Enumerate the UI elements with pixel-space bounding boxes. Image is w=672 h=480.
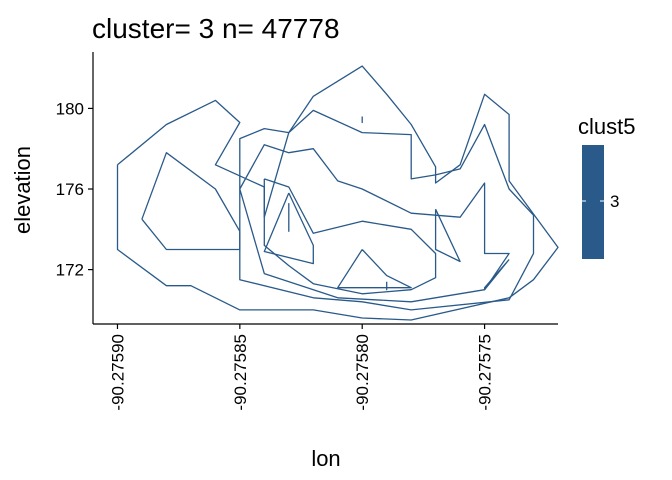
- contour-line-6: [263, 192, 314, 265]
- contour-lines: [116, 65, 559, 321]
- legend-label: 3: [610, 192, 619, 211]
- contour-line-10: [434, 208, 461, 263]
- y-axis-title: elevation: [10, 146, 35, 234]
- contour-line-7: [337, 249, 412, 289]
- x-axis-title: lon: [311, 446, 340, 471]
- x-tick-label: -90.27585: [231, 334, 250, 411]
- y-tick-label: 176: [56, 180, 84, 199]
- x-tick-label: -90.27590: [108, 334, 127, 411]
- contour-line-2: [141, 152, 241, 251]
- legend-title: clust5: [578, 114, 635, 139]
- contour-line-1: [116, 65, 559, 321]
- x-tick-label: -90.27580: [353, 334, 372, 411]
- contour-line-5: [263, 178, 437, 295]
- contour-line-11: [483, 259, 510, 291]
- contour-line-3: [239, 109, 535, 311]
- contour-line-4: [239, 144, 510, 303]
- chart-title: cluster= 3 n= 47778: [92, 13, 340, 44]
- y-tick-label: 180: [56, 99, 84, 118]
- legend: clust5 3: [578, 114, 635, 259]
- x-axis-ticks: -90.27590 -90.27585 -90.27580 -90.27575: [108, 324, 495, 411]
- x-tick-label: -90.27575: [476, 334, 495, 411]
- y-tick-label: 172: [56, 261, 84, 280]
- legend-swatch: [582, 145, 604, 259]
- y-axis-ticks: 172 176 180: [56, 99, 93, 280]
